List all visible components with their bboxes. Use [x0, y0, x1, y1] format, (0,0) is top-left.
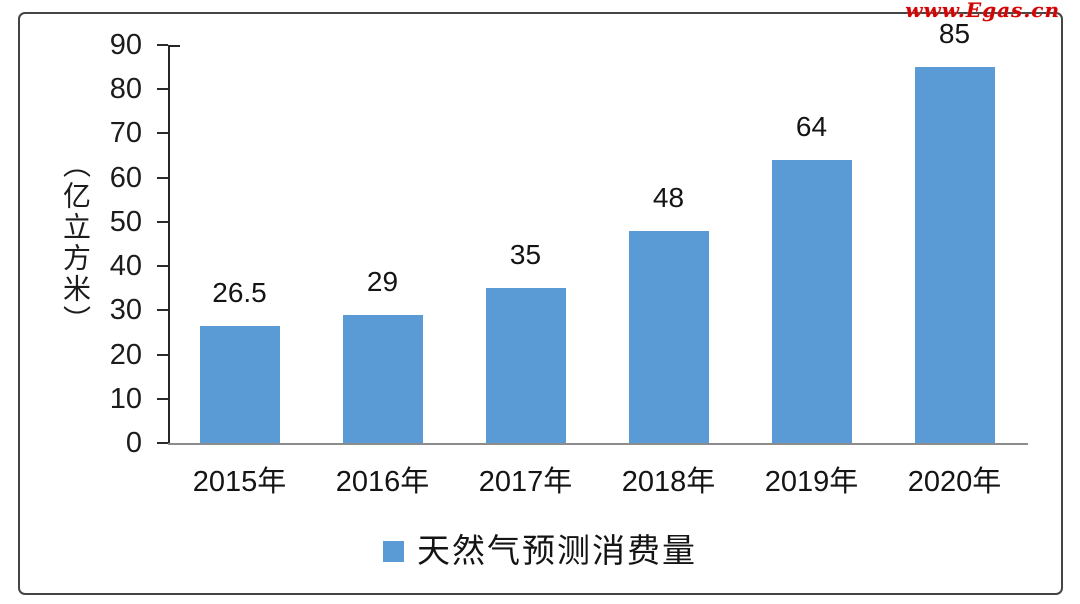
x-axis-label: 2017年 [478, 466, 573, 498]
legend-color-swatch-icon [383, 540, 404, 562]
y-axis-tick-mark [157, 176, 168, 179]
bar-value-label: 48 [652, 181, 685, 213]
y-axis-tick-label: 0 [125, 427, 142, 459]
bar [342, 314, 423, 443]
y-axis-tick-mark [157, 220, 168, 223]
x-axis-label: 2016年 [335, 466, 430, 498]
y-axis-top-tick [170, 45, 180, 47]
y-axis-tick-label: 80 [109, 73, 142, 106]
y-axis-tick-mark [157, 353, 168, 356]
y-axis-tick-mark [157, 44, 168, 46]
bar-value-label: 29 [366, 265, 399, 297]
bar-value-label: 85 [938, 18, 971, 50]
y-axis-tick-label: 30 [109, 294, 142, 327]
bar-value-label: 64 [795, 110, 828, 142]
legend-series-label: 天然气预测消费量 [417, 532, 697, 569]
x-axis-label: 2020年 [907, 466, 1002, 498]
y-axis-tick-mark [157, 309, 168, 312]
y-axis-tick-label: 40 [109, 250, 142, 283]
bar [628, 230, 709, 443]
x-axis-label: 2015年 [192, 466, 287, 498]
bar-value-label: 26.5 [212, 276, 267, 308]
x-axis-baseline [168, 443, 1028, 445]
bar [914, 67, 995, 443]
y-axis-tick-label: 10 [109, 382, 142, 415]
y-axis-tick-label: 90 [109, 29, 142, 61]
y-axis-tick-label: 60 [109, 161, 142, 194]
y-axis-tick-label: 50 [109, 205, 142, 238]
x-axis-label: 2019年 [764, 466, 859, 498]
watermark-url-text: www.Egas.cn [905, 0, 1060, 22]
bar-value-label: 35 [509, 239, 542, 271]
y-axis-tick-mark [157, 132, 168, 135]
bar [485, 288, 566, 443]
x-axis-label: 2018年 [621, 466, 716, 498]
bar [199, 325, 280, 443]
bar [771, 159, 852, 443]
y-axis-tick-mark [157, 397, 168, 400]
y-axis-line [168, 45, 170, 443]
legend: 天然气预测消费量 [0, 533, 1080, 569]
y-axis-tick-mark [157, 88, 168, 91]
y-axis-tick-label: 20 [109, 338, 142, 371]
y-axis-tick-mark [157, 442, 168, 444]
y-axis-tick-mark [157, 265, 168, 268]
y-axis-tick-label: 70 [109, 117, 142, 150]
y-axis-title: （亿立方米） [60, 150, 91, 336]
